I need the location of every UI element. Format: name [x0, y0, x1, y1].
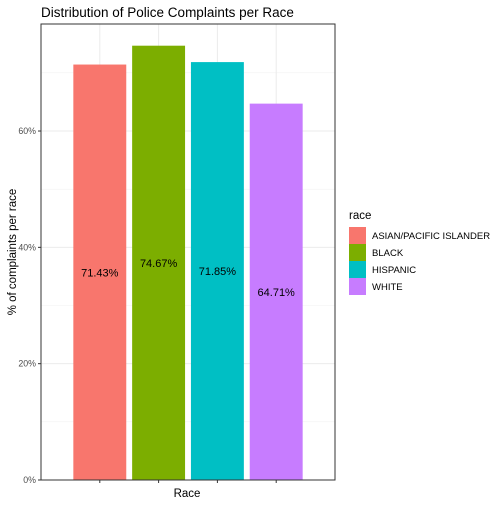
data-label: 71.85%	[199, 266, 237, 278]
data-label: 71.43%	[81, 267, 119, 279]
legend-key	[349, 278, 366, 295]
legend-key	[349, 244, 366, 261]
chart-title: Distribution of Police Complaints per Ra…	[41, 5, 294, 20]
y-tick-label: 60%	[18, 126, 36, 136]
legend-label: ASIAN/PACIFIC ISLANDER	[372, 231, 490, 242]
legend: ASIAN/PACIFIC ISLANDER BLACK HISPANIC WHITE	[349, 227, 490, 295]
legend-title: race	[349, 210, 371, 222]
bar	[249, 103, 303, 480]
data-label: 64.71%	[258, 287, 296, 299]
y-axis-label: % of complaints per race	[7, 189, 19, 316]
bar	[73, 64, 127, 480]
legend-label: BLACK	[372, 248, 404, 259]
plot-border	[40, 23, 336, 481]
plot-area: 71.43% 74.67% 71.85% 64.71% 0% 20% 40% 60%	[18, 23, 336, 485]
y-tick-label: 40%	[18, 242, 36, 252]
y-tick-label: 20%	[18, 359, 36, 369]
legend-key	[349, 261, 366, 278]
legend-label: WHITE	[372, 282, 403, 293]
legend-label: HISPANIC	[372, 265, 416, 276]
legend-key	[349, 227, 366, 244]
x-axis-label: Race	[174, 488, 201, 500]
bar	[132, 45, 186, 481]
y-tick-label: 0%	[23, 475, 36, 485]
data-label: 74.67%	[140, 258, 178, 270]
bar	[190, 62, 244, 481]
